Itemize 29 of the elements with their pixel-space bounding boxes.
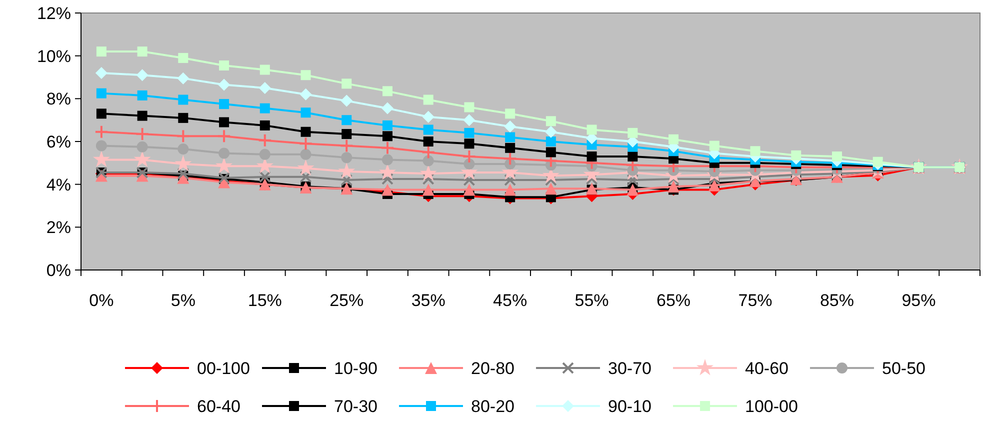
x-tick-label: 75% <box>738 291 772 310</box>
y-tick-label: 8% <box>46 90 71 109</box>
legend-label: 50-50 <box>882 358 926 378</box>
legend-label: 00-100 <box>197 358 250 378</box>
legend-label: 70-30 <box>334 396 378 416</box>
x-tick-label: 5% <box>170 291 196 310</box>
legend-label: 100-00 <box>745 396 798 416</box>
x-tick-label: 55% <box>574 291 609 310</box>
legend-label: 10-90 <box>334 358 378 378</box>
y-tick-label: 10% <box>36 46 71 66</box>
y-tick-label: 4% <box>46 175 71 194</box>
y-tick-label: 6% <box>46 132 71 152</box>
legend-label: 40-60 <box>745 358 788 378</box>
y-tick-label: 0% <box>46 260 71 280</box>
x-tick-label: 45% <box>493 291 528 310</box>
x-tick-label: 15% <box>248 291 282 310</box>
y-tick-label: 12% <box>36 4 71 23</box>
legend-label: 60-40 <box>197 396 240 416</box>
x-tick-label: 95% <box>902 291 936 310</box>
legend-label: 30-70 <box>608 358 652 378</box>
x-tick-label: 85% <box>820 291 854 310</box>
legend-label: 80-20 <box>471 396 514 416</box>
x-tick-label: 0% <box>89 291 114 310</box>
x-tick-label: 25% <box>330 291 364 310</box>
y-tick-label: 2% <box>46 218 71 238</box>
x-tick-label: 35% <box>411 291 446 310</box>
x-tick-label: 65% <box>656 291 691 310</box>
legend-label: 20-80 <box>471 358 514 378</box>
legend-label: 90-10 <box>608 396 652 416</box>
